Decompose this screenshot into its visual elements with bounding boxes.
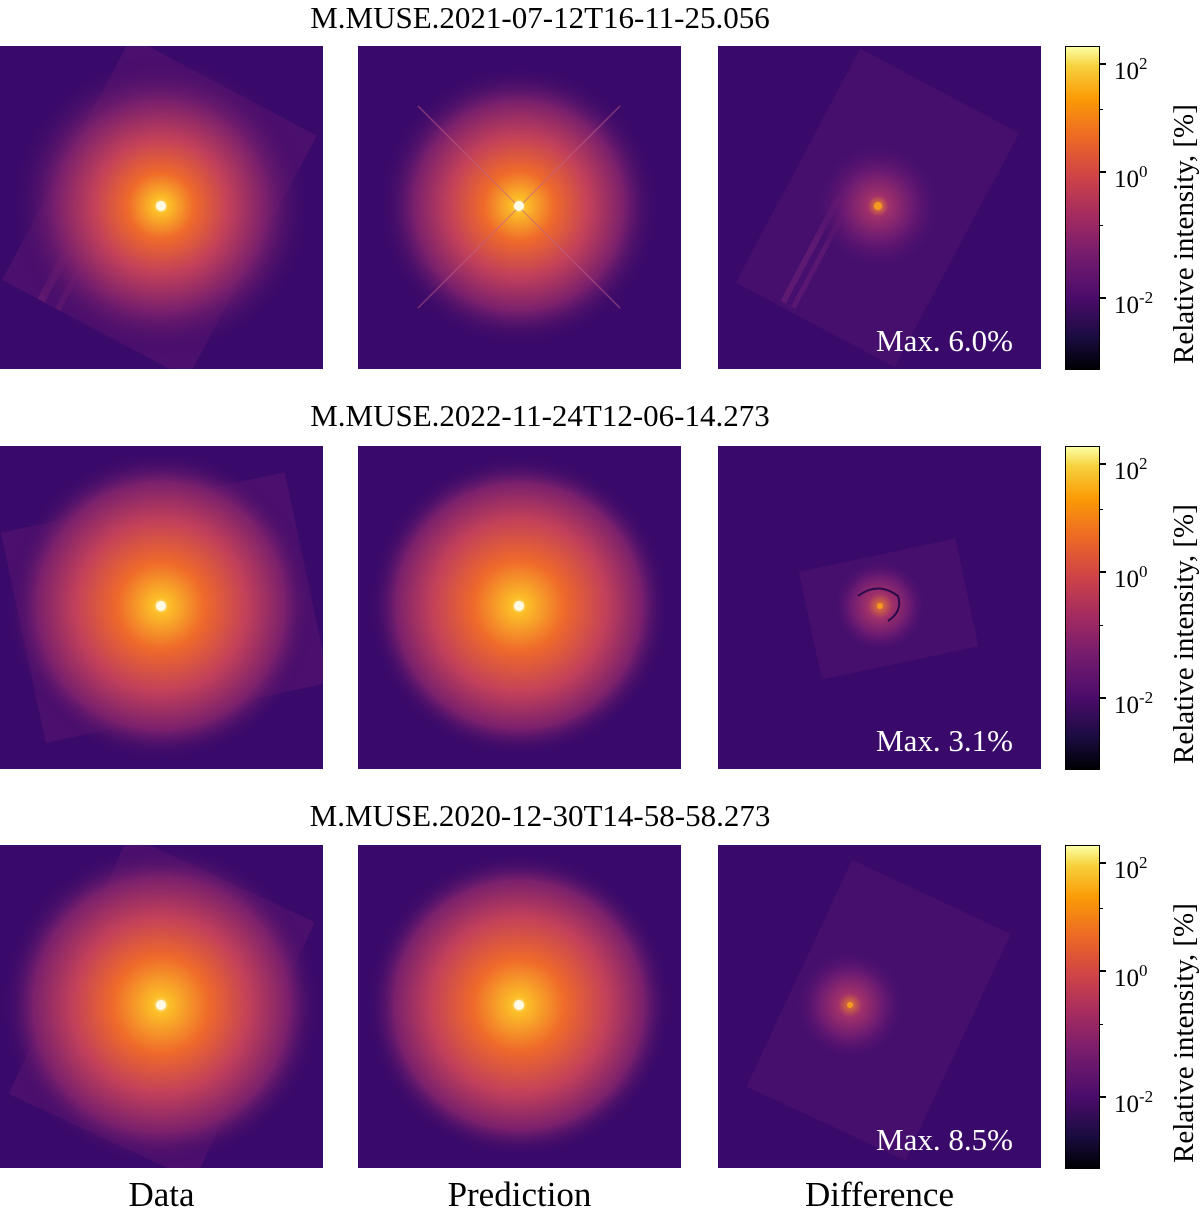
data-image xyxy=(0,46,323,369)
data-image xyxy=(0,446,323,769)
row-title: M.MUSE.2021-07-12T16-11-25.056 xyxy=(310,0,770,35)
tick-label-low: 10-2 xyxy=(1114,688,1154,719)
prediction-image xyxy=(358,845,681,1168)
colorbar: 102 100 10-2 xyxy=(1065,845,1153,1169)
column-label-prediction: Prediction xyxy=(447,1175,592,1214)
difference-image xyxy=(718,46,1041,369)
row-title: M.MUSE.2022-11-24T12-06-14.273 xyxy=(310,398,770,433)
difference-image xyxy=(718,845,1041,1168)
column-label-data: Data xyxy=(128,1175,195,1214)
colorbar-label: Relative intensity, [%] xyxy=(1168,504,1200,764)
colorbar-label: Relative intensity, [%] xyxy=(1168,104,1200,364)
tick-label-low: 10-2 xyxy=(1114,1087,1154,1118)
data-panel xyxy=(0,446,323,769)
colorbar: 102 100 10-2 xyxy=(1065,446,1153,770)
tick-label-mid: 100 xyxy=(1114,961,1148,992)
tick-label-high: 102 xyxy=(1114,454,1148,485)
column-label-difference: Difference xyxy=(805,1175,954,1214)
prediction-panel xyxy=(358,46,681,369)
difference-panel: Max. 8.5% xyxy=(718,845,1041,1168)
colorbar-label: Relative intensity, [%] xyxy=(1168,903,1200,1163)
data-image xyxy=(0,845,323,1168)
difference-panel: Max. 6.0% xyxy=(718,46,1041,369)
colorbar: 102 100 10-2 xyxy=(1065,46,1153,370)
prediction-panel xyxy=(358,845,681,1168)
row-1: M.MUSE.2021-07-12T16-11-25.056 xyxy=(0,0,1200,400)
prediction-image xyxy=(358,446,681,769)
prediction-image xyxy=(358,46,681,369)
difference-image xyxy=(718,446,1041,769)
row-title: M.MUSE.2020-12-30T14-58-58.273 xyxy=(309,798,771,833)
max-difference-label: Max. 8.5% xyxy=(876,1122,1013,1157)
tick-label-mid: 100 xyxy=(1114,162,1148,193)
data-panel xyxy=(0,845,323,1168)
max-difference-label: Max. 6.0% xyxy=(876,323,1013,358)
difference-panel: Max. 3.1% xyxy=(718,446,1041,769)
row-3: M.MUSE.2020-12-30T14-58-58.273 xyxy=(0,798,1200,1198)
row-2: M.MUSE.2022-11-24T12-06-14.273 xyxy=(0,398,1200,798)
tick-label-high: 102 xyxy=(1114,853,1148,884)
data-panel xyxy=(0,46,323,369)
tick-label-high: 102 xyxy=(1114,54,1148,85)
prediction-panel xyxy=(358,446,681,769)
tick-label-low: 10-2 xyxy=(1114,288,1154,319)
max-difference-label: Max. 3.1% xyxy=(876,723,1013,758)
tick-label-mid: 100 xyxy=(1114,562,1148,593)
